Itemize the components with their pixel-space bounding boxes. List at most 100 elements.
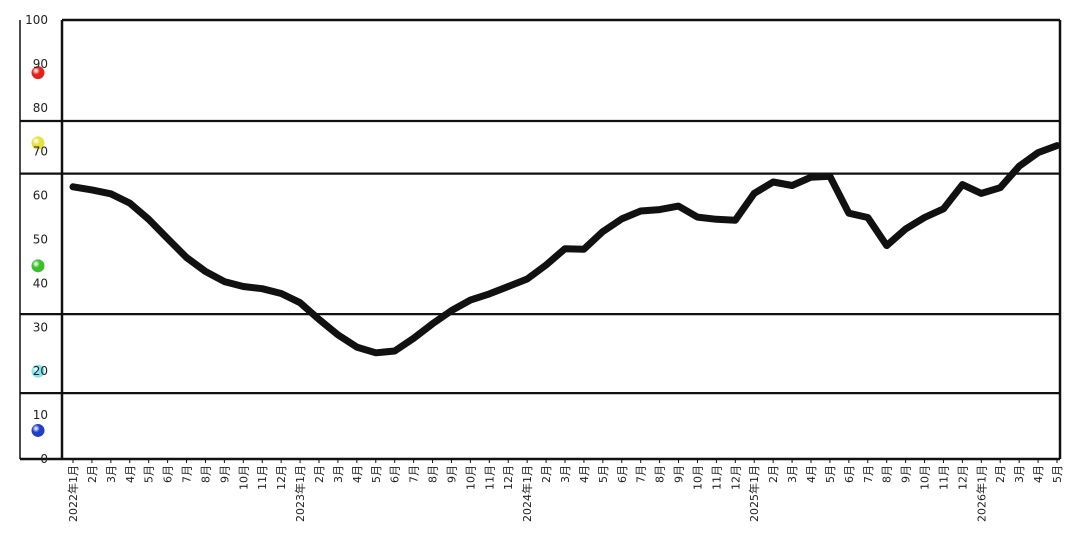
x-tick-label: 11月 [710, 465, 723, 490]
data-point [827, 174, 832, 179]
data-point [922, 215, 927, 220]
data-point [449, 308, 454, 313]
x-tick-label: 3月 [1013, 465, 1026, 483]
data-point [941, 206, 946, 211]
x-tick-label: 7月 [635, 465, 648, 483]
x-tick-label: 2月 [86, 465, 99, 483]
x-tick-label: 4月 [578, 465, 591, 483]
green-marker [31, 259, 45, 273]
data-point [127, 201, 132, 206]
red-marker [31, 66, 45, 80]
data-point [373, 350, 378, 355]
x-tick-label: 8月 [881, 465, 894, 483]
x-tick-label: 2月 [994, 465, 1007, 483]
x-tick-label: 4月 [1032, 465, 1045, 483]
x-tick-label: 7月 [181, 465, 194, 483]
data-point [184, 255, 189, 260]
x-tick-label: 8月 [654, 465, 667, 483]
x-tick-label: 10月 [237, 465, 250, 490]
light-blue-marker [31, 364, 45, 378]
data-point [998, 185, 1003, 190]
data-point [411, 336, 416, 341]
x-tick-label: 6月 [389, 465, 402, 483]
y-tick-label: 80 [33, 101, 48, 115]
data-point [846, 211, 851, 216]
x-tick-label: 9月 [900, 465, 913, 483]
y-tick-label: 90 [33, 57, 48, 71]
x-tick-label: 6月 [162, 465, 175, 483]
y-tick-label: 50 [33, 233, 48, 247]
data-point [279, 291, 284, 296]
data-point [563, 246, 567, 251]
x-tick-label: 12月 [502, 465, 515, 490]
data-point [430, 321, 435, 326]
x-tick-label: 6月 [843, 465, 856, 483]
data-point [392, 349, 397, 354]
y-tick-labels: 0 10 20 30 40 50 60 70 80 90 100 [25, 13, 48, 466]
x-tick-label: 2月 [767, 465, 780, 483]
y-tick-label: 60 [33, 189, 48, 203]
data-point [525, 277, 530, 282]
data-point [354, 345, 359, 350]
data-point [790, 183, 795, 188]
x-tick-label: 3月 [786, 465, 799, 483]
data-point [165, 236, 170, 241]
yellow-marker [31, 136, 45, 150]
y-tick-label: 0 [40, 452, 48, 466]
x-tick-label: 9月 [445, 465, 458, 483]
x-tick-label: 5月 [370, 465, 383, 483]
x-tick-label: 4月 [124, 465, 137, 483]
axis-layer [19, 18, 1062, 461]
x-tick-label: 3月 [105, 465, 118, 483]
x-tick-label: 12月 [729, 465, 742, 490]
x-tick-label: 5月 [1051, 465, 1064, 483]
zone-markers [31, 66, 45, 437]
data-point [809, 175, 813, 180]
data-point [89, 187, 94, 192]
x-tick-label: 11月 [937, 465, 950, 490]
data-point [714, 217, 719, 222]
x-tick-label: 2月 [540, 465, 553, 483]
x-tick-label: 4月 [351, 465, 364, 483]
x-tick-label: 11月 [483, 465, 496, 490]
data-point [1055, 143, 1059, 148]
x-tick-label: 12月 [956, 465, 969, 490]
x-tick-label: 10月 [691, 465, 704, 490]
x-tick-label: 8月 [199, 465, 212, 483]
data-point [771, 179, 776, 184]
data-point [676, 204, 681, 209]
x-tick-label: 8月 [427, 465, 440, 483]
data-point [335, 332, 340, 337]
x-tick-label: 12月 [275, 465, 288, 490]
data-point [695, 215, 700, 220]
x-tick-label: 3月 [332, 465, 345, 483]
x-tick-label: 2月 [313, 465, 326, 483]
data-point [506, 284, 511, 289]
x-tick-label: 2026年1月 [974, 465, 988, 522]
data-point [1036, 150, 1041, 155]
x-tick-label: 11月 [256, 465, 269, 490]
data-point [203, 269, 208, 274]
x-tick-label: 7月 [862, 465, 875, 483]
x-tick-label: 10月 [919, 465, 932, 490]
data-point [979, 191, 984, 196]
x-tick-label: 9月 [673, 465, 686, 483]
data-point [260, 286, 265, 291]
data-point [146, 217, 151, 222]
x-tick-label: 2023年1月 [293, 465, 307, 522]
data-point [638, 208, 643, 213]
x-tick-label: 2022年1月 [66, 465, 80, 522]
data-point [733, 218, 738, 223]
x-tick-label: 2024年1月 [520, 465, 534, 522]
data-point [657, 207, 662, 212]
data-point [317, 317, 321, 322]
y-tick-label: 70 [33, 145, 48, 159]
x-tick-label: 5月 [824, 465, 837, 483]
data-point [241, 284, 246, 289]
x-tick-labels: 2022年1月 2月 3月 4月 5月 6月 7月 8月 9月 10月 11月 12月 2023年1月 2… [66, 459, 1064, 522]
data-point [1017, 164, 1022, 169]
x-tick-label: 5月 [143, 465, 156, 483]
x-tick-label: 10月 [464, 465, 477, 490]
zone-lines [20, 119, 1060, 395]
